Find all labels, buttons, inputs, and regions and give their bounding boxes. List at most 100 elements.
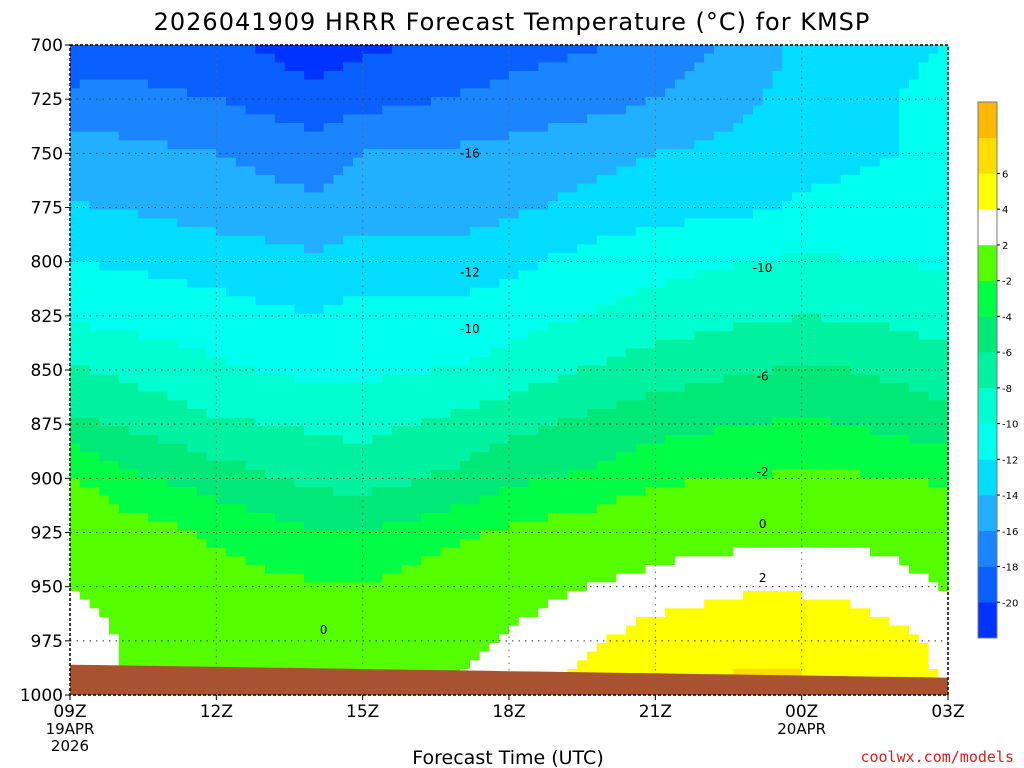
temperature-cell (352, 313, 364, 323)
temperature-cell (343, 539, 354, 549)
temperature-cell (674, 556, 686, 566)
temperature-cell (99, 62, 110, 72)
temperature-cell (382, 339, 393, 349)
temperature-cell (626, 435, 637, 445)
temperature-cell (138, 565, 149, 575)
temperature-cell (362, 556, 374, 566)
temperature-cell (323, 530, 334, 540)
temperature-cell (352, 565, 364, 575)
temperature-cell (430, 123, 442, 133)
temperature-cell (694, 45, 705, 55)
temperature-cell (187, 391, 198, 401)
temperature-cell (645, 383, 656, 393)
temperature-cell (440, 539, 452, 549)
temperature-cell (148, 227, 159, 237)
temperature-cell (509, 279, 520, 289)
temperature-cell (674, 573, 686, 583)
temperature-cell (635, 88, 647, 98)
temperature-cell (382, 62, 393, 72)
temperature-cell (284, 556, 295, 566)
temperature-cell (362, 279, 374, 289)
temperature-cell (665, 331, 676, 341)
temperature-cell (128, 279, 139, 289)
temperature-cell (499, 244, 510, 254)
temperature-cell (138, 374, 149, 384)
temperature-cell (704, 625, 715, 635)
temperature-cell (372, 166, 383, 176)
temperature-cell (206, 409, 217, 419)
temperature-cell (265, 45, 276, 55)
temperature-cell (704, 279, 715, 289)
temperature-cell (684, 331, 695, 341)
temperature-cell (587, 660, 598, 670)
temperature-cell (694, 365, 705, 375)
temperature-cell (548, 45, 559, 55)
temperature-cell (489, 235, 500, 245)
temperature-cell (99, 53, 110, 63)
temperature-cell (79, 218, 91, 228)
temperature-cell (713, 157, 725, 167)
temperature-cell (635, 313, 647, 323)
temperature-cell (499, 270, 510, 280)
temperature-cell (109, 79, 120, 89)
temperature-cell (352, 244, 364, 254)
temperature-cell (274, 504, 286, 514)
temperature-cell (411, 339, 422, 349)
temperature-cell (509, 88, 520, 98)
temperature-cell (665, 530, 676, 540)
temperature-cell (469, 79, 481, 89)
temperature-cell (79, 365, 91, 375)
temperature-cell (626, 565, 637, 575)
temperature-cell (518, 357, 530, 367)
temperature-cell (206, 305, 217, 315)
temperature-cell (411, 573, 422, 583)
temperature-cell (401, 530, 413, 540)
temperature-cell (323, 487, 334, 497)
temperature-cell (343, 530, 354, 540)
temperature-cell (79, 105, 91, 115)
temperature-cell (89, 521, 100, 531)
temperature-cell (352, 469, 364, 479)
temperature-cell (391, 357, 403, 367)
temperature-cell (138, 279, 149, 289)
temperature-cell (99, 201, 110, 211)
temperature-cell (665, 157, 676, 167)
temperature-cell (187, 469, 198, 479)
temperature-cell (587, 88, 598, 98)
temperature-cell (323, 643, 334, 653)
temperature-cell (128, 426, 139, 436)
temperature-cell (138, 365, 149, 375)
temperature-cell (109, 218, 120, 228)
temperature-cell (645, 409, 656, 419)
temperature-cell (421, 322, 432, 332)
temperature-cell (645, 582, 656, 592)
temperature-cell (196, 88, 208, 98)
temperature-cell (450, 131, 461, 141)
temperature-cell (430, 183, 442, 193)
temperature-cell (226, 313, 237, 323)
temperature-cell (255, 435, 266, 445)
temperature-cell (196, 71, 208, 81)
temperature-cell (616, 209, 627, 219)
temperature-cell (489, 565, 500, 575)
temperature-cell (528, 521, 539, 531)
temperature-cell (313, 105, 325, 115)
temperature-cell (216, 617, 227, 627)
temperature-cell (362, 53, 374, 63)
temperature-cell (499, 617, 510, 627)
temperature-cell (99, 114, 110, 124)
temperature-cell (323, 625, 334, 635)
temperature-cell (577, 313, 588, 323)
temperature-cell (587, 625, 598, 635)
temperature-cell (167, 71, 178, 81)
temperature-cell (411, 131, 422, 141)
temperature-cell (635, 331, 647, 341)
temperature-cell (294, 469, 305, 479)
temperature-cell (128, 599, 139, 609)
temperature-cell (694, 79, 705, 89)
temperature-cell (138, 573, 149, 583)
temperature-cell (469, 521, 481, 531)
temperature-cell (187, 513, 198, 523)
temperature-cell (284, 88, 295, 98)
temperature-cell (128, 591, 139, 601)
